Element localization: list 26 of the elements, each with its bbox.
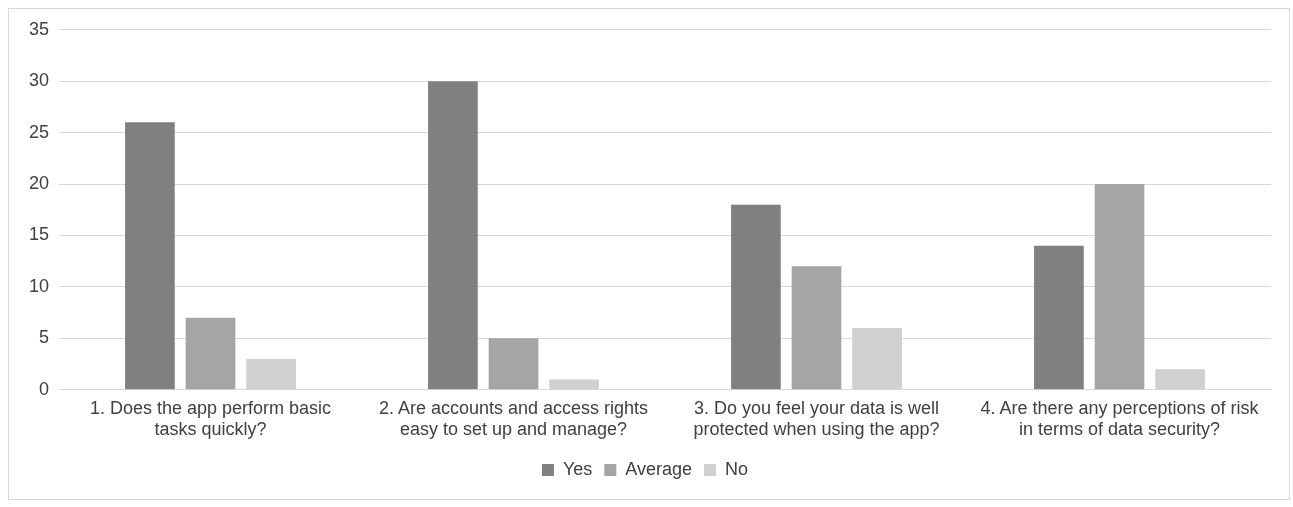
bar	[1034, 245, 1084, 390]
legend-label: Yes	[562, 458, 593, 479]
y-tick-label: 5	[39, 327, 50, 348]
x-tick-label: 2. Are accounts and access rights easy to set up and manage?	[378, 397, 649, 440]
bar	[488, 338, 539, 390]
y-tick-label: 35	[28, 18, 50, 39]
y-tick-label: 10	[28, 275, 50, 296]
x-tick-label: 1. Does the app perform basic tasks quickly?	[89, 397, 332, 440]
y-tick-label: 15	[28, 224, 50, 245]
legend-label: Average	[625, 458, 693, 479]
bar	[246, 358, 296, 390]
x-tick-label: 3. Do you feel your data is well protected when using the app?	[693, 397, 940, 440]
bar	[1155, 369, 1205, 390]
bar	[791, 266, 842, 390]
bar	[185, 317, 236, 390]
bar	[428, 81, 478, 390]
bar	[731, 204, 781, 390]
y-tick-label: 25	[28, 121, 50, 142]
legend-label: No	[725, 458, 749, 479]
y-tick-label: 30	[28, 70, 50, 91]
bar	[1094, 184, 1145, 390]
bar	[549, 379, 599, 390]
y-tick-label: 0	[39, 378, 50, 399]
x-tick-label: 4. Are there any perceptions of risk in terms of data security?	[980, 397, 1260, 440]
y-tick-label: 20	[28, 173, 50, 194]
bar	[125, 122, 175, 390]
